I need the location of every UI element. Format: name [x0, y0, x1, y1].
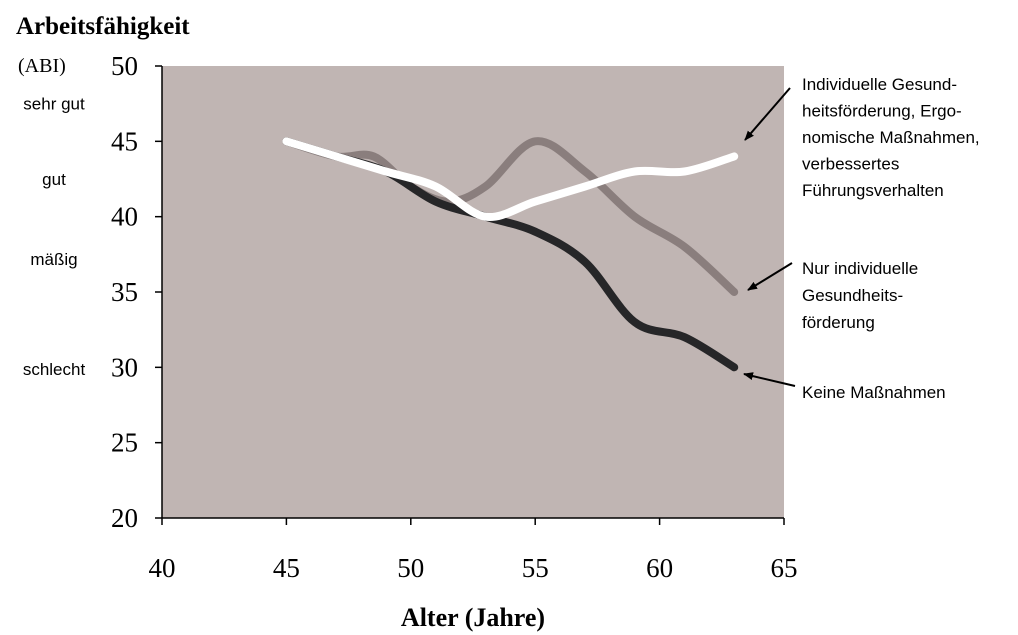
- x-tick-label: 55: [522, 553, 549, 583]
- y-category-label: schlecht: [23, 360, 86, 379]
- annotation-label-gray: Gesundheits-: [802, 286, 903, 305]
- annotation-label-black: Keine Maßnahmen: [802, 383, 946, 402]
- y-category-label: sehr gut: [23, 95, 85, 114]
- chart-title: Arbeitsfähigkeit: [16, 13, 190, 40]
- annotation-arrow-white: [744, 87, 791, 141]
- y-axis-label: (ABI): [18, 55, 66, 77]
- x-tick-label: 45: [273, 553, 300, 583]
- y-tick-label: 45: [111, 126, 138, 156]
- annotation-label-white: verbessertes: [802, 155, 899, 174]
- y-category-label: gut: [42, 170, 66, 189]
- x-tick-label: 65: [771, 553, 798, 583]
- x-tick-label: 50: [397, 553, 424, 583]
- plot-area: [162, 66, 784, 518]
- y-tick-label: 40: [111, 202, 138, 232]
- series-line-gray: [282, 137, 739, 296]
- x-tick-label: 40: [149, 553, 176, 583]
- y-tick-label: 30: [111, 352, 138, 382]
- annotation-label-white: Führungsverhalten: [802, 181, 944, 200]
- annotation-label-white: nomische Maßnahmen,: [802, 128, 980, 147]
- annotation-label-white: heitsförderung, Ergo-: [802, 102, 962, 121]
- annotation-arrow-gray: [747, 262, 793, 291]
- x-tick-label: 60: [646, 553, 673, 583]
- annotation-label-gray: Nur individuelle: [802, 259, 918, 278]
- y-tick-label: 20: [111, 503, 138, 533]
- y-tick-label: 35: [111, 277, 138, 307]
- y-category-label: mäßig: [30, 250, 77, 269]
- y-tick-label: 50: [111, 51, 138, 81]
- annotation-label-gray: förderung: [802, 313, 875, 332]
- y-tick-label: 25: [111, 428, 138, 458]
- annotation-label-white: Individuelle Gesund-: [802, 75, 957, 94]
- annotation-arrow-black: [743, 372, 796, 387]
- x-axis-label: Alter (Jahre): [401, 603, 545, 632]
- series-line-white: [282, 137, 739, 221]
